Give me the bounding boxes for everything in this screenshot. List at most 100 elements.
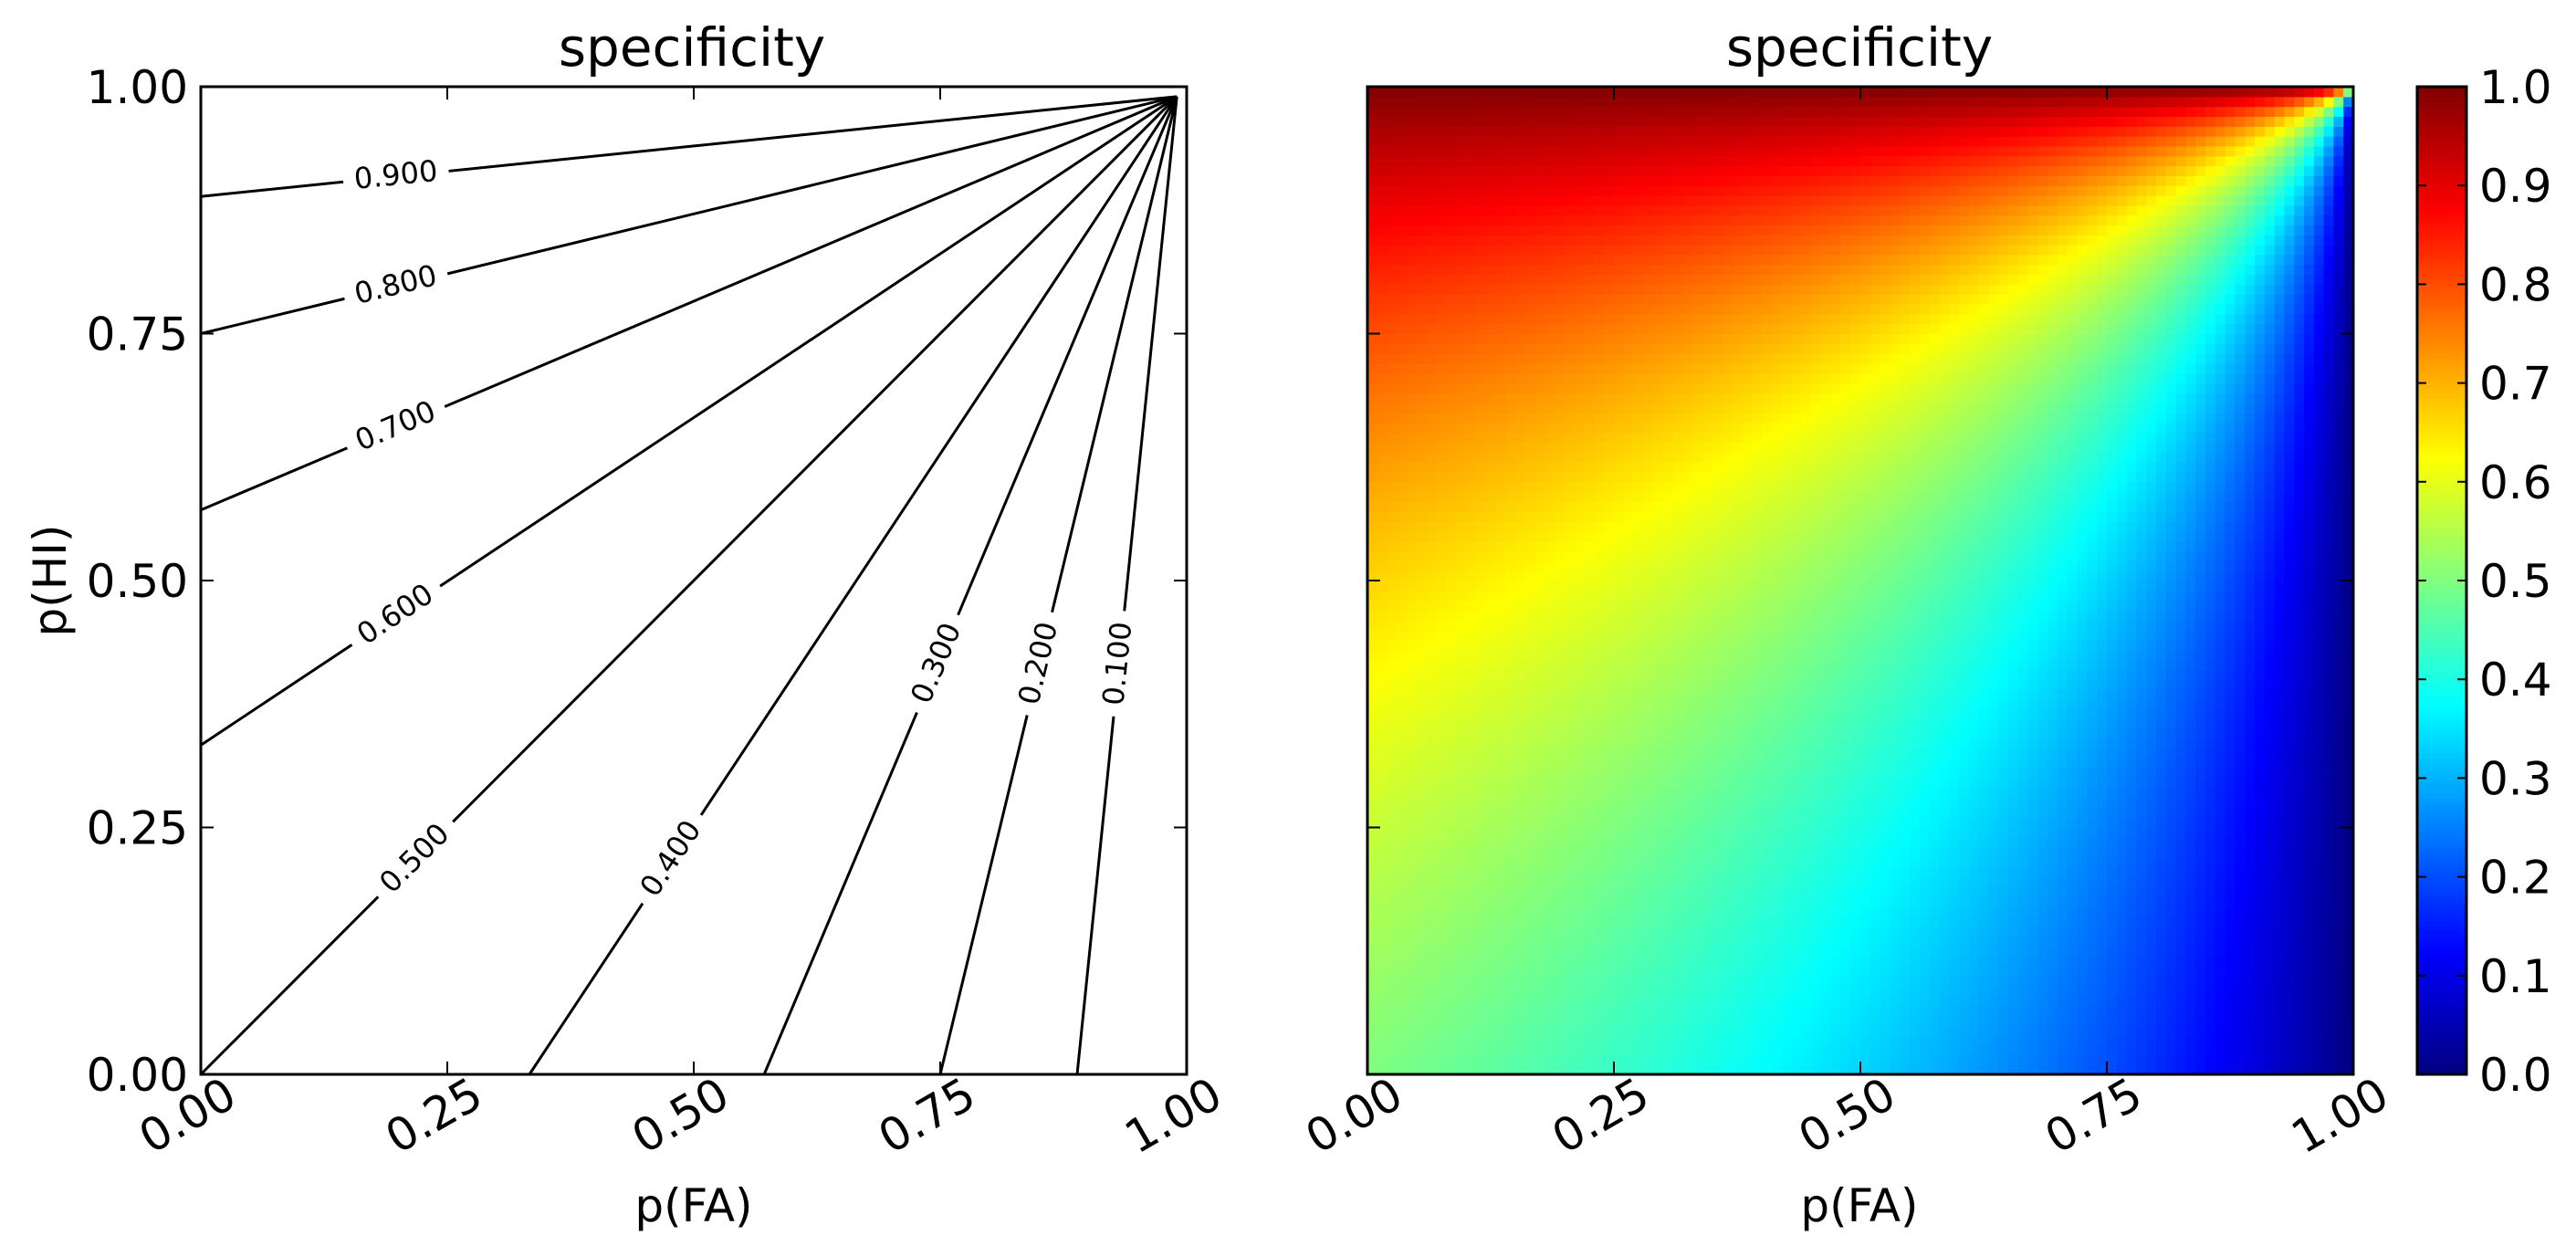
- heatmap-cell: [1555, 856, 1565, 868]
- heatmap-cell: [1949, 1005, 1960, 1016]
- heatmap-cell: [1732, 679, 1743, 690]
- heatmap-cell: [2245, 689, 2256, 700]
- heatmap-cell: [1850, 590, 1861, 602]
- heatmap-cell: [2333, 1024, 2344, 1036]
- heatmap-cell: [2146, 1064, 2157, 1075]
- heatmap-cell: [1426, 1054, 1438, 1065]
- heatmap-cell: [1377, 1064, 1388, 1075]
- heatmap-cell: [1436, 906, 1447, 917]
- heatmap-cell: [1791, 1064, 1802, 1075]
- heatmap-cell: [2136, 689, 2147, 700]
- heatmap-cell: [2067, 975, 2079, 987]
- heatmap-cell: [1959, 906, 1970, 917]
- heatmap-cell: [1436, 1005, 1447, 1016]
- heatmap-cell: [1565, 975, 1576, 987]
- heatmap-cell: [1998, 600, 2009, 612]
- heatmap-cell: [1584, 975, 1595, 987]
- heatmap-cell: [1456, 600, 1467, 612]
- heatmap-cell: [1672, 876, 1684, 888]
- heatmap-cell: [1752, 698, 1763, 710]
- heatmap-cell: [2313, 886, 2325, 897]
- heatmap-cell: [1791, 827, 1802, 838]
- heatmap-cell: [2126, 590, 2137, 602]
- heatmap-cell: [1397, 728, 1408, 739]
- heatmap-cell: [1860, 1044, 1871, 1055]
- heatmap-cell: [1475, 1015, 1487, 1026]
- heatmap-cell: [1791, 768, 1802, 779]
- heatmap-cell: [1584, 847, 1595, 858]
- heatmap-cell: [1367, 1064, 1378, 1075]
- heatmap-cell: [1820, 679, 1832, 690]
- heatmap-cell: [2333, 630, 2344, 641]
- heatmap-cell: [1672, 659, 1684, 670]
- heatmap-cell: [1771, 689, 1783, 700]
- heatmap-cell: [2156, 906, 2167, 917]
- heatmap-cell: [1830, 916, 1841, 927]
- heatmap-cell: [1781, 837, 1792, 848]
- heatmap-cell: [1466, 758, 1477, 769]
- heatmap-cell: [1692, 798, 1703, 809]
- heatmap-cell: [1840, 620, 1851, 631]
- heatmap-cell: [2284, 1034, 2295, 1046]
- heatmap-cell: [2175, 856, 2186, 868]
- heatmap-cell: [2107, 659, 2118, 670]
- heatmap-cell: [2058, 956, 2068, 967]
- heatmap-cell: [1555, 590, 1565, 602]
- heatmap-cell: [1692, 926, 1703, 937]
- heatmap-cell: [1614, 985, 1625, 997]
- heatmap-cell: [1712, 856, 1723, 868]
- heatmap-cell: [1890, 906, 1901, 917]
- heatmap-cell: [2107, 847, 2118, 858]
- heatmap-cell: [1850, 926, 1861, 937]
- heatmap-cell: [2017, 926, 2029, 937]
- heatmap-cell: [1998, 847, 2009, 858]
- heatmap-cell: [2077, 590, 2088, 602]
- heatmap-cell: [2205, 698, 2216, 710]
- heatmap-cell: [2215, 659, 2226, 670]
- heatmap-cell: [1682, 916, 1693, 927]
- heatmap-cell: [2185, 817, 2196, 829]
- heatmap-cell: [2077, 768, 2088, 779]
- heatmap-cell: [2067, 936, 2079, 947]
- heatmap-cell: [1623, 649, 1635, 661]
- heatmap-cell: [1762, 1034, 1773, 1046]
- heatmap-cell: [2017, 1005, 2029, 1016]
- heatmap-cell: [1998, 708, 2009, 720]
- heatmap-cell: [2245, 847, 2256, 858]
- heatmap-cell: [1722, 847, 1733, 858]
- heatmap-cell: [2017, 975, 2029, 987]
- heatmap-cell: [1959, 926, 1970, 937]
- heatmap-cell: [2215, 748, 2226, 759]
- heatmap-cell: [1574, 581, 1586, 591]
- heatmap-cell: [1830, 965, 1841, 977]
- heatmap-cell: [1495, 620, 1506, 631]
- contour-label: 0.400: [633, 814, 707, 903]
- heatmap-cell: [1692, 936, 1703, 947]
- heatmap-cell: [1830, 1015, 1841, 1026]
- heatmap-cell: [1456, 1044, 1467, 1055]
- heatmap-cell: [1436, 788, 1447, 799]
- heatmap-cell: [2175, 718, 2186, 729]
- heatmap-cell: [1742, 600, 1753, 612]
- heatmap-cell: [1850, 847, 1861, 858]
- heatmap-cell: [2156, 817, 2167, 829]
- heatmap-cell: [1978, 1064, 1989, 1075]
- heatmap-cell: [1830, 778, 1841, 789]
- heatmap-cell: [1505, 1044, 1516, 1055]
- heatmap-cell: [2097, 975, 2108, 987]
- heatmap-cell: [1978, 837, 1989, 848]
- heatmap-cell: [2175, 936, 2186, 947]
- heatmap-cell: [2136, 758, 2147, 769]
- heatmap-cell: [2156, 630, 2167, 641]
- heatmap-cell: [1524, 718, 1536, 729]
- heatmap-cell: [1712, 916, 1723, 927]
- heatmap-cell: [1475, 718, 1487, 729]
- heatmap-cell: [1712, 1054, 1723, 1065]
- heatmap-cell: [2195, 965, 2206, 977]
- heatmap-cell: [1988, 659, 1999, 670]
- heatmap-cell: [1574, 906, 1586, 917]
- heatmap-cell: [1801, 600, 1812, 612]
- heatmap-cell: [1545, 856, 1555, 868]
- heatmap-cell: [2215, 718, 2226, 729]
- heatmap-cell: [2323, 906, 2334, 917]
